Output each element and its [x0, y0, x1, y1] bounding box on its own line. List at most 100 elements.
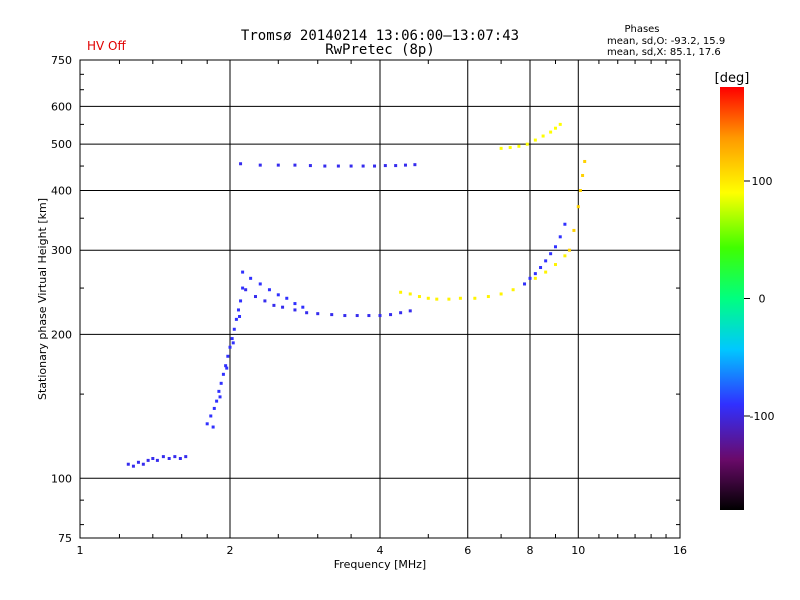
data-point	[178, 456, 182, 460]
grid-lines	[80, 60, 680, 538]
data-point	[218, 395, 222, 399]
colorbar-label: [deg]	[715, 71, 750, 86]
y-tick-label: 200	[51, 328, 72, 341]
data-point	[544, 259, 548, 263]
data-point	[408, 292, 412, 296]
y-tick-label: 100	[51, 472, 72, 485]
data-point	[205, 422, 209, 426]
data-point	[399, 311, 403, 315]
data-point	[267, 288, 271, 292]
data-point	[558, 235, 562, 239]
data-point	[167, 456, 171, 460]
data-point	[417, 295, 421, 299]
data-point	[473, 296, 477, 300]
data-point	[533, 272, 537, 276]
data-point	[293, 302, 297, 306]
data-point	[212, 406, 216, 410]
data-point	[361, 164, 365, 168]
data-point	[553, 245, 557, 249]
data-point	[308, 164, 312, 168]
data-point	[226, 354, 230, 358]
data-point	[301, 305, 305, 309]
data-point	[228, 345, 232, 349]
data-point	[343, 314, 347, 318]
chart-title: Tromsø 20140214 13:06:00–13:07:43	[241, 28, 519, 44]
data-point	[583, 159, 587, 163]
data-point	[305, 311, 309, 315]
colorbar	[720, 87, 744, 510]
data-point	[241, 286, 245, 290]
data-point	[173, 455, 177, 459]
data-point	[234, 317, 238, 321]
data-point	[533, 276, 537, 280]
data-point	[231, 341, 235, 345]
phases-o-stats: mean, sd,O: -93.2, 15.9	[607, 36, 725, 47]
data-point	[155, 458, 159, 462]
data-point	[238, 314, 242, 318]
data-point	[244, 288, 248, 292]
data-point	[230, 337, 234, 341]
chart-subtitle: RwPretec (8p)	[325, 42, 435, 58]
data-point	[558, 122, 562, 126]
data-point	[285, 296, 289, 300]
data-point	[413, 163, 417, 167]
data-point	[403, 163, 407, 167]
data-point	[323, 164, 327, 168]
data-point	[258, 282, 262, 286]
data-point	[517, 144, 521, 148]
data-point	[435, 297, 439, 301]
x-tick-label: 16	[673, 544, 687, 557]
data-point	[541, 134, 545, 138]
data-point	[239, 162, 243, 166]
data-point	[394, 164, 398, 168]
colorbar-ticks: 100 0 -100	[744, 175, 774, 423]
y-axis-label: Stationary phase Virtual Height [km]	[36, 198, 49, 400]
colorbar-tick-label: -100	[750, 410, 775, 423]
data-point	[549, 130, 553, 134]
data-point	[217, 389, 221, 393]
data-point	[553, 126, 557, 130]
y-tick-label: 600	[51, 100, 72, 113]
data-point	[136, 460, 140, 464]
data-point	[389, 313, 393, 317]
data-point	[184, 455, 188, 459]
data-point	[373, 164, 377, 168]
x-tick-label: 2	[227, 544, 234, 557]
x-tick-label: 8	[527, 544, 534, 557]
data-point	[126, 462, 130, 466]
data-point	[276, 293, 280, 297]
colorbar-tick-label: 0	[759, 293, 766, 306]
data-point	[241, 270, 245, 274]
data-point	[567, 248, 571, 252]
data-point	[225, 366, 229, 370]
data-point	[141, 462, 145, 466]
x-tick-label: 1	[77, 544, 84, 557]
data-point	[486, 295, 490, 299]
x-tick-label: 6	[464, 544, 471, 557]
data-point	[249, 276, 253, 280]
y-tick-label: 300	[51, 244, 72, 257]
data-point	[399, 290, 403, 294]
data-point	[253, 295, 257, 299]
data-point	[215, 399, 219, 403]
data-point	[349, 164, 353, 168]
colorbar-tick-label: 100	[752, 175, 773, 188]
y-tick-label: 750	[51, 54, 72, 67]
data-point	[426, 296, 430, 300]
data-point	[330, 313, 334, 317]
data-point	[293, 308, 297, 312]
plot-frame	[79, 59, 681, 539]
data-point	[576, 205, 580, 209]
data-point	[458, 296, 462, 300]
data-point	[263, 299, 267, 303]
data-point	[511, 288, 515, 292]
y-axis: 75 100 200 300 400 500 600 750	[51, 54, 680, 545]
y-tick-label: 400	[51, 184, 72, 197]
data-point	[272, 303, 276, 307]
x-axis: 1 2 4 6 8 10 16	[77, 60, 687, 557]
data-point	[572, 228, 576, 232]
data-point	[563, 222, 567, 226]
data-point	[211, 425, 215, 429]
data-point	[239, 299, 243, 303]
